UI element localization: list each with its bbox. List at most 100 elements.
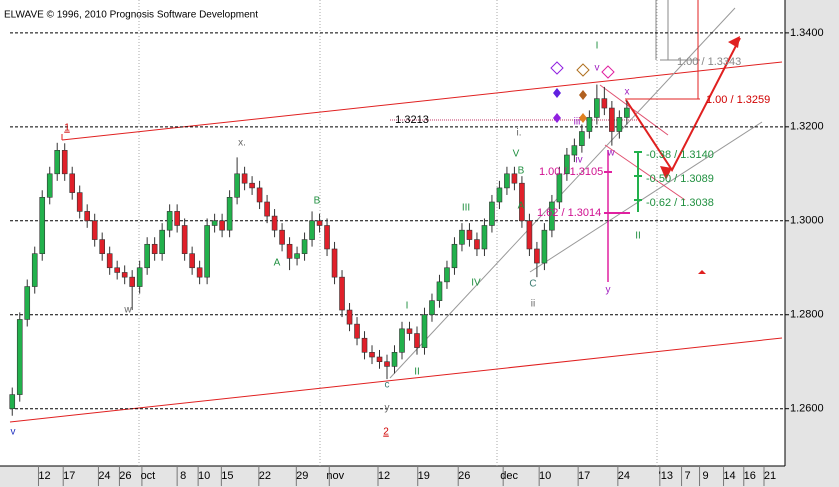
candle-body <box>151 243 158 254</box>
wave-overlay: 12vx.wBAcyIIIIIIIVVBACiii.iviiiIIIvxwy1.… <box>9 0 785 438</box>
candle-body <box>61 150 68 175</box>
trend-line <box>529 121 763 273</box>
candle-body <box>369 352 375 358</box>
candle-body <box>91 220 98 240</box>
x-tick-label: 22 <box>259 470 271 482</box>
wave-label: 1.00 / 1.3105 <box>539 166 603 178</box>
candle-body <box>144 243 150 269</box>
candle-body <box>564 154 570 175</box>
candle-body <box>69 173 76 193</box>
x-tick-label: 16 <box>744 470 756 482</box>
candle-body <box>474 239 480 250</box>
candle-body <box>346 309 353 325</box>
x-axis-area <box>0 466 839 487</box>
candle-body <box>624 107 630 118</box>
candle-body <box>421 314 428 348</box>
x-tick-label: 26 <box>119 470 131 482</box>
candle-body <box>189 253 195 269</box>
diamond <box>553 88 561 98</box>
candle-body <box>616 117 623 132</box>
candle-body <box>504 173 510 189</box>
x-tick-label: 14 <box>723 470 735 482</box>
x-tick-label: 15 <box>221 470 233 482</box>
wave-label: C <box>529 279 536 290</box>
x-tick-label: dec <box>500 470 518 482</box>
candle-body <box>46 173 53 198</box>
diamond <box>601 65 615 79</box>
trend-line <box>604 144 686 201</box>
y-tick-label: 1.2600 <box>790 403 824 415</box>
diamond <box>576 63 590 77</box>
candle-body <box>99 239 105 254</box>
candle-body <box>234 173 240 198</box>
wave-label: II <box>635 231 641 242</box>
candle-body <box>39 196 46 254</box>
candle-body <box>181 225 188 254</box>
candle-body <box>16 319 23 395</box>
wave-label: -0.38 / 1.3140 <box>646 149 714 161</box>
wave-label: 1.00 / 1.3343 <box>677 56 741 68</box>
candle-body <box>174 211 180 226</box>
candle-body <box>256 187 263 203</box>
x-tick-label: 24 <box>98 470 110 482</box>
marker <box>698 270 706 274</box>
candle-body <box>76 192 83 212</box>
candle-body <box>609 107 615 132</box>
trend-line <box>389 7 736 379</box>
candle-body <box>136 267 143 287</box>
wave-label: -0.50 / 1.3089 <box>646 173 714 185</box>
candle-body <box>571 145 578 156</box>
wave-label: 1.00 / 1.3259 <box>706 94 770 106</box>
candle-body <box>354 323 360 339</box>
candle-body <box>361 337 368 353</box>
wave-label: iv <box>575 155 582 166</box>
candle-body <box>376 356 383 363</box>
wave-label: A <box>518 201 525 212</box>
candle-body <box>549 201 555 231</box>
candle-body <box>24 286 31 320</box>
candle-body <box>519 182 525 222</box>
x-tick-label: 12 <box>378 470 390 482</box>
x-tick-label: 17 <box>63 470 75 482</box>
candle-body <box>204 225 210 278</box>
x-tick-label: 10 <box>539 470 551 482</box>
projection-arrow <box>625 37 741 172</box>
x-tick-label: nov <box>326 470 344 482</box>
wave-label: x <box>625 87 630 98</box>
candle-body <box>211 220 218 226</box>
wave-label: 1 <box>64 123 70 134</box>
candle-body <box>294 253 300 259</box>
wave-label: c <box>385 380 390 391</box>
candle-body <box>466 229 473 240</box>
candle-body <box>601 98 608 109</box>
candle-body <box>219 220 225 231</box>
candle-body <box>526 220 533 250</box>
y-tick-label: 1.2800 <box>790 309 824 321</box>
y-axis-area <box>785 0 839 487</box>
wave-label: III <box>462 203 470 214</box>
candle-body <box>286 243 293 259</box>
candle-body <box>264 201 270 217</box>
candle-body <box>556 173 563 203</box>
candle-body <box>84 211 91 222</box>
wave-label: 1.62 / 1.3014 <box>537 207 601 219</box>
candle-body <box>226 196 233 231</box>
candle-body <box>106 253 113 269</box>
candle-body <box>429 300 435 316</box>
candle-body <box>399 328 405 353</box>
arrow-head <box>660 166 672 180</box>
candle-body <box>406 328 413 334</box>
candle-body <box>331 248 338 278</box>
candle-body <box>579 131 585 146</box>
candle-body <box>271 215 278 231</box>
x-tick-label: 9 <box>702 470 708 482</box>
x-tick-label: 21 <box>764 470 776 482</box>
diamond <box>579 113 587 123</box>
candle-body <box>384 361 390 367</box>
wave-label: 1.3213 <box>395 114 429 126</box>
candle-body <box>481 225 488 250</box>
x-tick-label: '13 <box>659 470 673 482</box>
x-tick-label: 7 <box>685 470 691 482</box>
candle-body <box>391 352 398 367</box>
